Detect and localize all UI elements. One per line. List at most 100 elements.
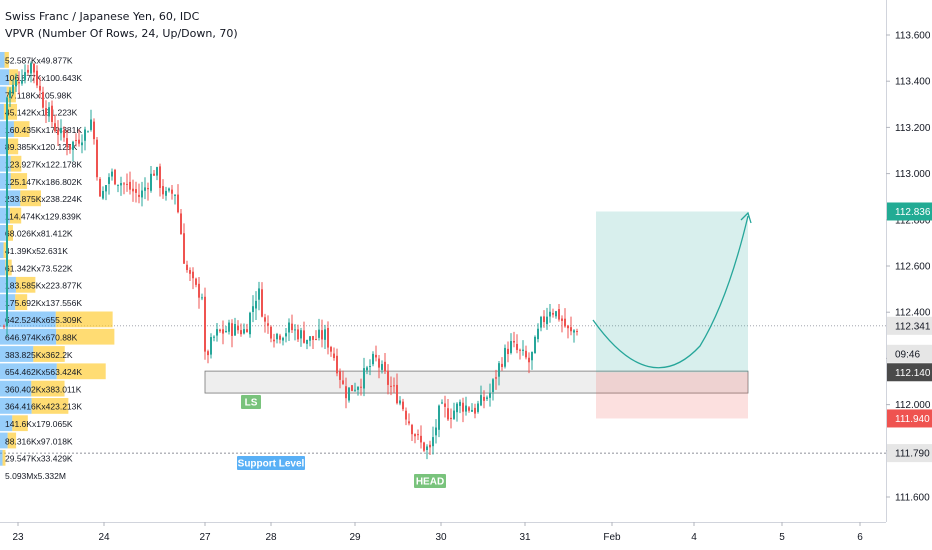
candle-body (558, 309, 560, 320)
candle-body (45, 108, 47, 116)
vp-row-label: 89.385Kx120.125K (5, 142, 78, 152)
candle-body (438, 405, 440, 430)
candle-body (237, 325, 239, 331)
candle-body (426, 446, 428, 451)
candle-body (540, 316, 542, 328)
candle-body (357, 387, 359, 390)
price-label-box (887, 344, 932, 363)
vp-bar-down (20, 190, 41, 207)
vp-bar-up (0, 207, 10, 224)
candle-body (174, 194, 176, 196)
candle-body (66, 138, 68, 147)
candle-body (246, 329, 248, 333)
annotation-tag (414, 474, 446, 488)
candle-body (186, 264, 188, 271)
vp-bar-up (0, 190, 21, 207)
candle-body (543, 316, 545, 323)
candle-body (120, 183, 122, 186)
price-label-text: 111.940 (895, 414, 930, 425)
candle-body (408, 421, 410, 424)
candle-body (459, 401, 461, 406)
candle-body (510, 341, 512, 353)
price-label-text: 112.341 (895, 321, 931, 332)
candle-body (429, 444, 431, 448)
vp-bar-down (56, 363, 106, 380)
candle-body (267, 323, 269, 326)
candle-body (444, 403, 446, 407)
candle-body (492, 379, 494, 393)
vp-bar-down (10, 155, 22, 172)
projection-arrowhead (740, 211, 752, 224)
candle-body (33, 63, 35, 73)
candle-body (405, 410, 407, 420)
candle-body (486, 397, 488, 399)
candle-body (138, 194, 140, 197)
vp-bar-down (4, 52, 9, 68)
vp-row-label: 61.342Kx73.522K (5, 263, 73, 273)
candle-body (285, 333, 287, 337)
candle-body (282, 337, 284, 341)
candle-body (501, 363, 503, 368)
vp-bar-down (56, 328, 115, 345)
x-tick-label: 29 (349, 532, 361, 543)
candle-body (534, 336, 536, 354)
candle-body (390, 385, 392, 387)
candle-body (342, 380, 344, 384)
candle-body (381, 364, 383, 370)
candle-body (12, 84, 14, 93)
vp-bar-up (0, 138, 8, 155)
vp-bar-down (31, 380, 65, 397)
candle-body (162, 186, 164, 195)
candle-body (51, 105, 53, 122)
candle-body (546, 316, 548, 325)
candle-body (288, 322, 290, 333)
candle-body (231, 323, 233, 336)
candle-body (72, 141, 74, 150)
candle-body (141, 190, 143, 198)
candle-body (93, 121, 95, 140)
candle-body (489, 392, 491, 398)
candle-body (375, 354, 377, 358)
vp-bar-up (0, 69, 10, 86)
candle-body (90, 119, 92, 130)
candle-body (213, 336, 215, 338)
vp-bar-up (0, 363, 57, 380)
projection-curve (592, 215, 749, 369)
annotation-label: LS (245, 398, 258, 409)
y-tick-label: 113.000 (895, 169, 931, 180)
y-tick-label: 113.400 (895, 77, 931, 88)
candle-body (147, 188, 149, 190)
y-tick-label: 112.800 (895, 215, 931, 226)
candle-body (561, 318, 563, 321)
vp-bar-down (15, 276, 36, 293)
chart-title: Swiss Franc / Japanese Yen, 60, IDC (5, 10, 200, 23)
candle-body (201, 297, 203, 299)
candle-body (570, 327, 572, 332)
candle-body (114, 169, 116, 185)
candle-body (465, 405, 467, 412)
candle-body (123, 183, 125, 185)
candle-body (522, 349, 524, 351)
vp-bar-down (13, 121, 30, 137)
y-tick-label: 113.600 (895, 31, 931, 42)
candle-body (261, 289, 263, 317)
candle-body (36, 70, 38, 86)
y-tick-label: 112.400 (895, 308, 931, 319)
vp-bar-up (0, 415, 13, 432)
vp-bar-up (0, 52, 5, 68)
candle-body (402, 401, 404, 410)
candle-body (96, 139, 98, 178)
candle-body (528, 357, 530, 363)
vp-bar-up (0, 259, 6, 276)
vp-bar-down (9, 69, 19, 86)
candle-body (537, 328, 539, 340)
volume-profile: 52.587Kx49.877K 106.877Kx100.643K 77.118Kx… (0, 52, 115, 481)
candle-body (6, 97, 8, 327)
vp-row-label: 233.875Kx238.224K (5, 194, 82, 204)
price-label-box (887, 316, 932, 335)
candle-body (312, 336, 314, 340)
candle-body (324, 329, 326, 340)
candle-body (525, 350, 527, 358)
candle-body (294, 329, 296, 331)
